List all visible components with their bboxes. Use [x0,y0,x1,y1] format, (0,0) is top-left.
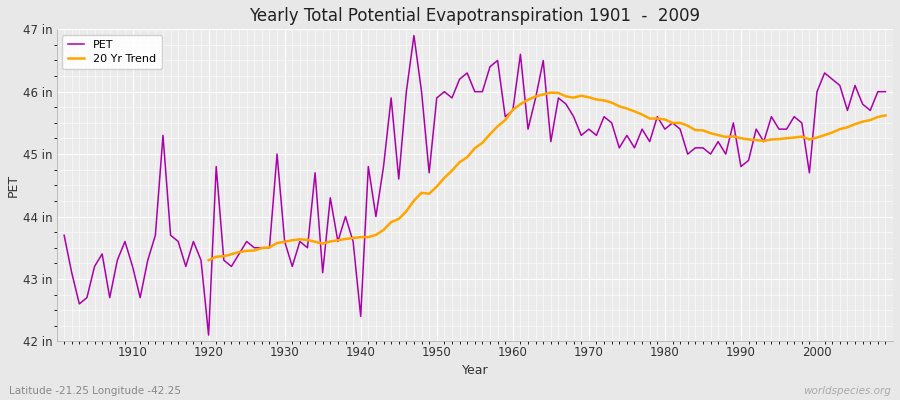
PET [523,127,534,132]
Legend: PET, 20 Yr Trend: PET, 20 Yr Trend [62,35,162,70]
20 Yr Trend [682,123,693,128]
PET [880,89,891,94]
20 Yr Trend [788,135,799,140]
PET [340,214,351,219]
X-axis label: Year: Year [462,364,488,377]
Title: Yearly Total Potential Evapotranspiration 1901  -  2009: Yearly Total Potential Evapotranspiratio… [249,7,700,25]
20 Yr Trend [857,119,868,124]
PET [120,239,130,244]
Y-axis label: PET: PET [7,174,20,197]
PET [515,52,526,57]
PET [614,146,625,150]
20 Yr Trend [294,237,305,242]
20 Yr Trend [880,113,891,118]
Text: Latitude -21.25 Longitude -42.25: Latitude -21.25 Longitude -42.25 [9,386,181,396]
Line: 20 Yr Trend: 20 Yr Trend [209,93,886,260]
PET [294,239,305,244]
PET [409,33,419,38]
Line: PET: PET [64,36,886,335]
PET [203,333,214,338]
20 Yr Trend [203,258,214,262]
20 Yr Trend [409,198,419,203]
20 Yr Trend [774,137,785,142]
Text: worldspecies.org: worldspecies.org [803,386,891,396]
20 Yr Trend [545,90,556,95]
PET [58,233,69,238]
